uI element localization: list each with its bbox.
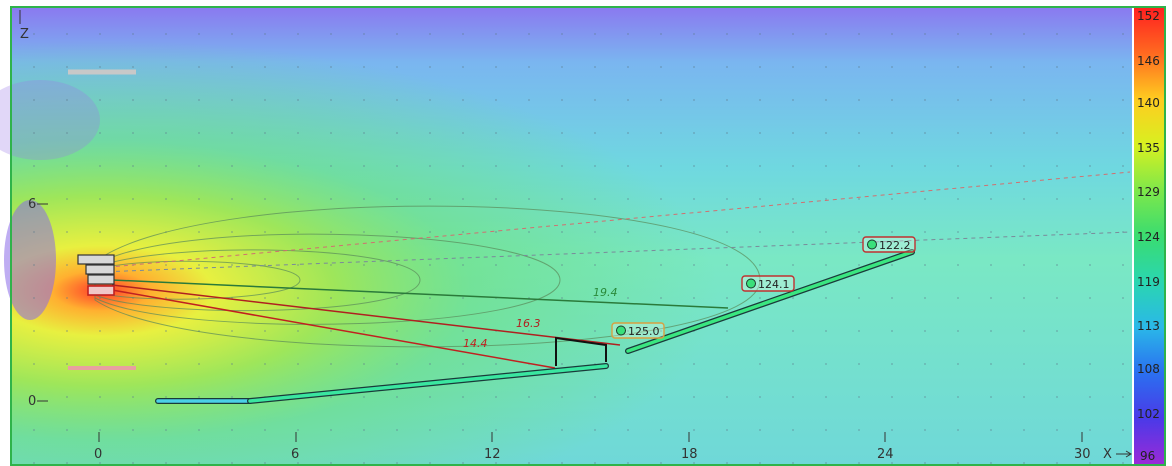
x-axis: 0 6 12 18 24 30 X [94, 432, 1132, 462]
x-tick-24: 24 [877, 447, 894, 462]
z-tick-6: 6 [28, 197, 36, 212]
scale-label-152: 152 [1137, 9, 1160, 23]
scale-label-119: 119 [1137, 275, 1160, 289]
scale-label-96: 96 [1140, 449, 1155, 463]
ray-14-4 [111, 289, 556, 369]
speaker-box-1[interactable] [77, 254, 115, 265]
speaker-box-2[interactable] [85, 264, 115, 275]
ray-label-14-4: 14.4 [463, 337, 488, 350]
x-axis-label: X [1103, 447, 1112, 462]
ray-16-3 [111, 284, 621, 346]
scale-label-146: 146 [1137, 54, 1160, 68]
mic-point-2[interactable]: 124.1 [741, 275, 795, 292]
z-tick-0: 0 [28, 394, 36, 409]
mic-label-3: 122.2 [879, 239, 911, 252]
scale-label-135: 135 [1137, 141, 1160, 155]
color-scale-legend: 152 146 140 135 129 124 119 113 108 102 … [1134, 8, 1164, 464]
scale-label-102: 102 [1137, 407, 1160, 421]
mic-point-3[interactable]: 122.2 [862, 236, 916, 253]
view-frame [10, 6, 1166, 466]
dashed-lines [99, 171, 1131, 273]
ray-19-4 [111, 279, 729, 309]
scale-label-129: 129 [1137, 185, 1160, 199]
scale-label-113: 113 [1137, 319, 1160, 333]
x-tick-0: 0 [94, 447, 102, 462]
ray-label-19-4: 19.4 [593, 286, 618, 299]
x-tick-30: 30 [1074, 447, 1091, 462]
mic-label-1: 125.0 [628, 325, 660, 338]
grid-dots [12, 8, 1132, 464]
scale-label-108: 108 [1137, 362, 1160, 376]
speaker-box-4[interactable] [87, 285, 115, 296]
barrier[interactable] [555, 336, 607, 366]
x-tick-6: 6 [291, 447, 299, 462]
z-axis-label: Z [20, 27, 29, 42]
x-tick-12: 12 [484, 447, 501, 462]
audience-plane-2[interactable] [625, 249, 915, 354]
ray-label-16-3: 16.3 [516, 317, 541, 330]
audience-plane-1[interactable] [155, 363, 609, 404]
x-tick-18: 18 [681, 447, 698, 462]
scale-label-124: 124 [1137, 230, 1160, 244]
speaker-box-3[interactable] [87, 274, 115, 285]
mic-label-2: 124.1 [758, 278, 790, 291]
mic-point-1[interactable]: 125.0 [611, 322, 665, 339]
color-scale-bar [1134, 8, 1164, 464]
z-axis: Z 6 0 [19, 10, 48, 409]
speaker-array[interactable] [77, 254, 115, 296]
scale-label-140: 140 [1137, 96, 1160, 110]
